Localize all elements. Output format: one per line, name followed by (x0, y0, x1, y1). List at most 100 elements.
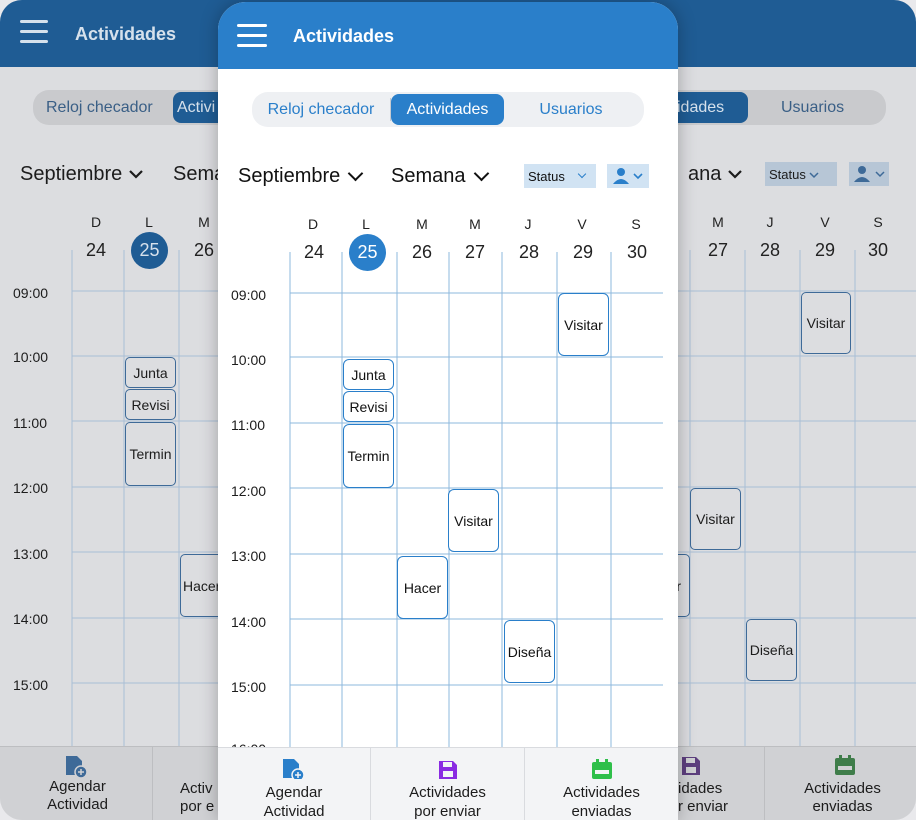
background-status-label: Status (769, 167, 806, 182)
background-day-number: 26 (193, 240, 215, 260)
background-nav-line2: Actividad (47, 796, 108, 813)
background-month-select: Septiembre (20, 163, 144, 186)
background-nav-divider (152, 747, 153, 820)
nav-label-line1: Agendar (265, 784, 323, 801)
user-filter-button[interactable] (607, 164, 649, 188)
view-select-label: Semana (391, 165, 466, 187)
background-nav-line1: Activ (180, 780, 213, 797)
background-day-letter: L (145, 214, 153, 230)
background-day-letter: D (90, 214, 102, 230)
background-nav-label: Actividades enviadas (780, 780, 905, 816)
day-number[interactable]: 29 (572, 242, 594, 262)
month-select[interactable]: Septiembre (238, 165, 364, 188)
user-icon (613, 168, 643, 184)
day-number[interactable]: 30 (626, 242, 648, 262)
day-letter: S (631, 216, 641, 232)
phone-screen: Actividades Reloj checador Actividades U… (218, 2, 678, 820)
event-hacer[interactable]: Hacer (397, 556, 448, 619)
background-day-number: 27 (707, 240, 729, 260)
calendar-check-icon (591, 759, 612, 779)
background-day-letter: M (198, 214, 210, 230)
background-tab-usuarios: Usuarios (781, 99, 845, 116)
bottom-nav: Agendar Actividad Actividades por enviar (218, 747, 678, 820)
background-nav-line1: Agendar (49, 778, 106, 795)
time-label: 15:00 (231, 679, 267, 695)
day-number[interactable]: 27 (464, 242, 486, 262)
day-letter: D (307, 216, 319, 232)
background-nav-label: idades r enviar (678, 780, 738, 816)
background-day-number: 28 (759, 240, 781, 260)
background-view-select-right: ana (688, 163, 743, 186)
background-today-number: 25 (131, 232, 168, 269)
status-filter-button[interactable]: Status (524, 164, 596, 188)
background-day-letter: M (712, 214, 724, 230)
hamburger-menu-icon[interactable] (237, 24, 267, 48)
event-disena[interactable]: Diseña (504, 620, 555, 683)
event-visitar[interactable]: Visitar (558, 293, 609, 356)
month-select-label: Septiembre (238, 165, 341, 187)
background-nav-line2: r enviar (678, 798, 729, 815)
background-nav-divider (764, 747, 765, 820)
time-label: 11:00 (231, 417, 265, 433)
day-number[interactable]: 28 (518, 242, 540, 262)
event-visitar[interactable]: Visitar (448, 489, 499, 552)
background-nav-line1: Actividades (804, 780, 881, 797)
nav-label-line2: enviadas (571, 803, 632, 820)
day-number[interactable]: 24 (303, 242, 325, 262)
background-nav-label: Activ por e (180, 780, 220, 816)
tab-reloj-checador[interactable]: Reloj checador (267, 100, 375, 118)
background-event: Termin (125, 422, 176, 486)
segmented-tabs: Reloj checador Actividades Usuarios (252, 92, 644, 127)
day-letter: L (362, 216, 370, 232)
time-label: 12:00 (231, 483, 267, 499)
time-label: 14:00 (231, 614, 267, 630)
nav-agendar-actividad[interactable]: Agendar Actividad (218, 748, 370, 820)
chevron-down-icon (129, 170, 143, 179)
day-letter: M (469, 216, 481, 232)
today-day-number[interactable]: 25 (349, 234, 386, 271)
event-revision[interactable]: Revisi (343, 391, 394, 422)
background-time-label: 15:00 (13, 677, 49, 693)
background-user-filter (849, 162, 889, 186)
nav-label: Actividades enviadas (563, 783, 640, 820)
nav-label-line1: Actividades (409, 784, 486, 801)
save-disk-icon (438, 761, 457, 779)
background-time-label: 12:00 (13, 480, 49, 496)
background-day-number: 24 (85, 240, 107, 260)
tab-usuarios[interactable]: Usuarios (539, 100, 603, 118)
time-label: 10:00 (231, 352, 267, 368)
day-number[interactable]: 26 (411, 242, 433, 262)
background-nav-label: Agendar Actividad (20, 778, 135, 814)
event-terminar[interactable]: Termin (343, 424, 394, 488)
hamburger-menu-icon (20, 20, 48, 43)
save-disk-icon (682, 757, 700, 775)
background-event: Visitar (801, 292, 851, 354)
time-label: 13:00 (231, 548, 267, 564)
nav-label: Actividades por enviar (409, 783, 486, 820)
menu-bar (237, 44, 267, 47)
day-letter: M (416, 216, 428, 232)
nav-divider (524, 748, 525, 820)
time-label: 09:00 (231, 287, 267, 303)
user-icon (854, 166, 885, 182)
status-filter-label: Status (528, 168, 565, 184)
background-day-number: 29 (814, 240, 836, 260)
tab-divider (390, 98, 391, 121)
calendar-grid (289, 252, 663, 747)
background-nav-line1: idades (678, 780, 723, 797)
event-junta[interactable]: Junta (343, 359, 394, 390)
background-month-label: Septiembre (20, 163, 123, 185)
nav-actividades-por-enviar[interactable]: Actividades por enviar (371, 748, 524, 820)
background-day-number: 30 (867, 240, 889, 260)
background-day-letter: S (873, 214, 883, 230)
background-nav-line2: enviadas (812, 798, 873, 815)
nav-actividades-enviadas[interactable]: Actividades enviadas (525, 748, 678, 820)
background-tab-actividades-right: idades (673, 92, 748, 123)
chevron-down-icon (809, 172, 820, 179)
view-select[interactable]: Semana (391, 165, 489, 188)
background-day-letter: J (766, 214, 774, 230)
tab-actividades[interactable]: Actividades (391, 94, 504, 125)
app-header: Actividades (218, 2, 678, 69)
background-event: Junta (125, 357, 176, 388)
